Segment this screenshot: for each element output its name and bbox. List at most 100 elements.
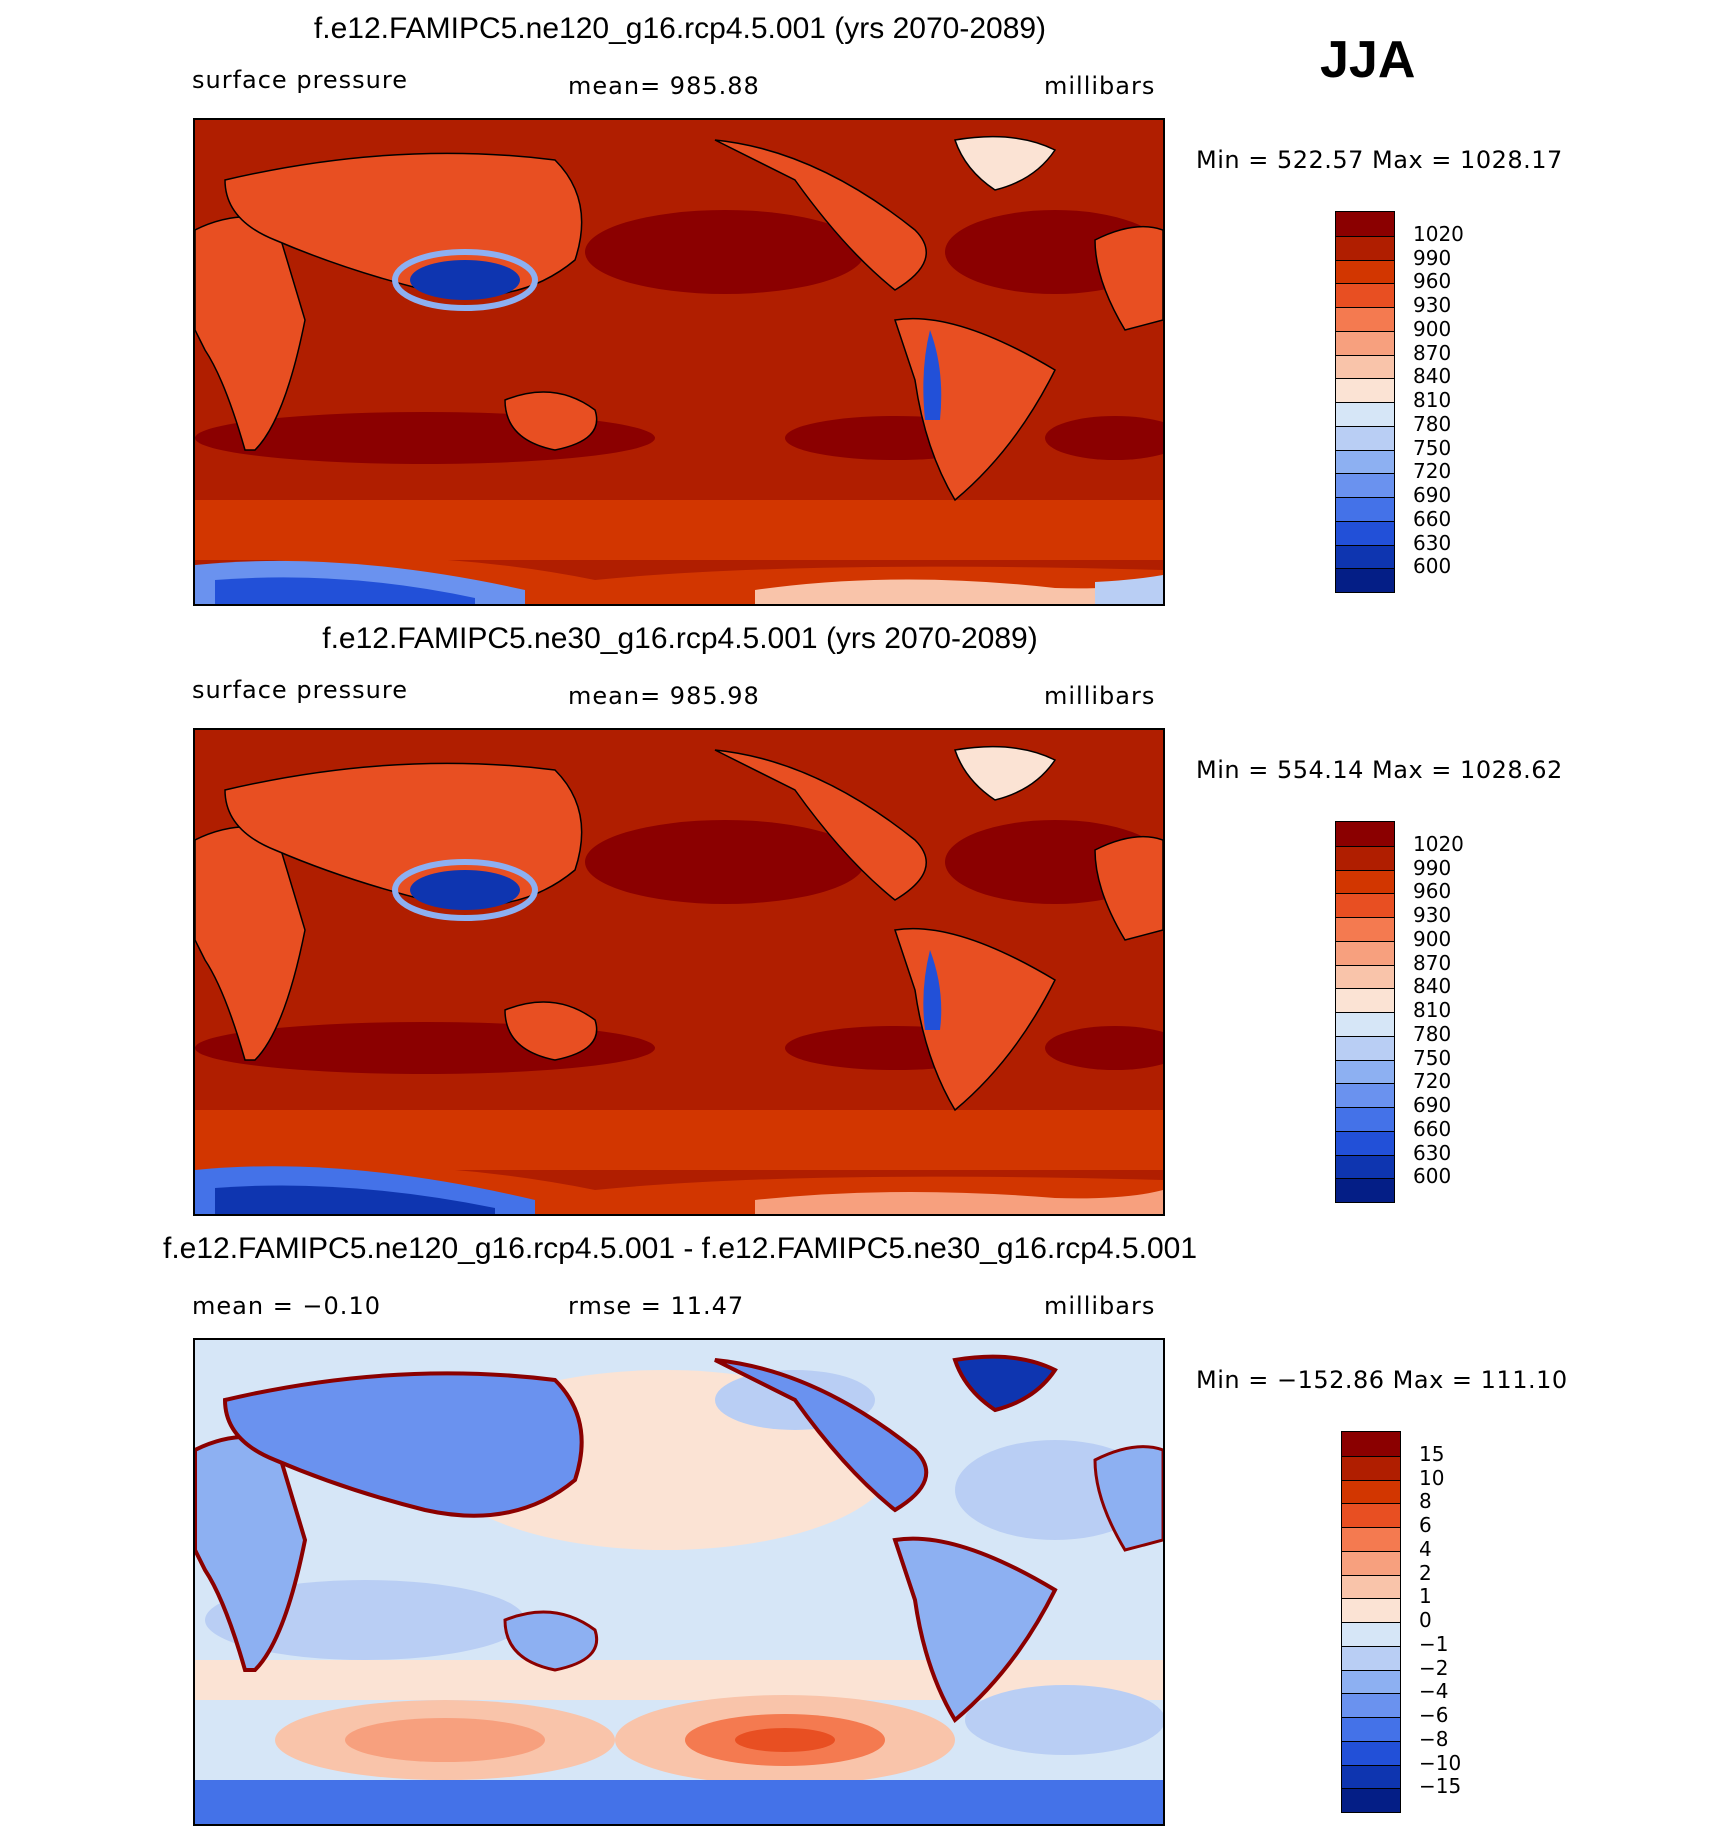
mean-label: mean = −0.10: [192, 1292, 381, 1320]
colorbar-tick-label: 960: [1413, 879, 1452, 904]
variable-label: surface pressure: [192, 66, 408, 94]
colorbar-segment: [1336, 1083, 1394, 1107]
mean-label: mean= 985.88: [568, 72, 760, 100]
colorbar-tick-label: 720: [1413, 459, 1452, 484]
panel-title: f.e12.FAMIPC5.ne120_g16.rcp4.5.001 - f.e…: [162, 1232, 1198, 1265]
colorbar-tick-label: −4: [1419, 1679, 1449, 1704]
mean-label: mean= 985.98: [568, 682, 760, 710]
units-label: millibars: [1044, 72, 1156, 100]
colorbar-segment: [1336, 449, 1394, 474]
colorbar-segment: [1342, 1503, 1400, 1527]
colorbar-segment: [1336, 1012, 1394, 1036]
map-ne30: [193, 728, 1165, 1216]
colorbar-segment: [1336, 354, 1394, 379]
colorbar-segment: [1342, 1527, 1400, 1551]
colorbar-segment: [1336, 235, 1394, 260]
colorbar-tick-label: 870: [1413, 340, 1452, 365]
map-field: [195, 1340, 1163, 1824]
colorbar-tick-label: 750: [1413, 1045, 1452, 1070]
colorbar-tick-label: −10: [1419, 1750, 1462, 1775]
season-label: JJA: [1320, 31, 1416, 89]
colorbar-segment: [1336, 822, 1394, 846]
colorbar-segment: [1336, 212, 1394, 236]
colorbar-segment: [1336, 473, 1394, 497]
map-ne120: [193, 118, 1165, 606]
colorbar-segment: [1342, 1645, 1400, 1670]
colorbar-tick-label: 690: [1413, 1093, 1452, 1117]
colorbar-tick-label: 660: [1413, 506, 1452, 531]
colorbar-tick-label: 810: [1413, 998, 1452, 1022]
colorbar-tick-label: 930: [1413, 903, 1452, 927]
colorbar-tick-label: 690: [1413, 483, 1452, 507]
rmse-label: rmse = 11.47: [568, 1292, 745, 1320]
colorbar-segment: [1342, 1764, 1400, 1789]
colorbar-tick-label: 15: [1419, 1441, 1445, 1466]
colorbar-tick-label: −8: [1419, 1726, 1449, 1751]
colorbar-tick-label: 900: [1413, 926, 1452, 951]
colorbar-segment: [1342, 1550, 1400, 1575]
colorbar-segment: [1342, 1788, 1400, 1812]
panel-title: f.e12.FAMIPC5.ne30_g16.rcp4.5.001 (yrs 2…: [322, 622, 1038, 655]
colorbar: [1335, 211, 1395, 593]
min-max-label: Min = −152.86 Max = 111.10: [1196, 1366, 1568, 1394]
colorbar-segment: [1336, 1154, 1394, 1179]
min-max-label: Min = 554.14 Max = 1028.62: [1196, 756, 1563, 784]
colorbar-tick-label: 660: [1413, 1116, 1452, 1141]
colorbar-segment: [1336, 1178, 1394, 1202]
colorbar-segment: [1336, 520, 1394, 545]
colorbar-segment: [1342, 1669, 1400, 1694]
colorbar-segment: [1342, 1479, 1400, 1504]
units-label: millibars: [1044, 1292, 1156, 1320]
colorbar-tick-label: 900: [1413, 316, 1452, 341]
colorbar-tick-label: 1: [1419, 1584, 1432, 1609]
colorbar-tick-label: −2: [1419, 1655, 1449, 1680]
units-label: millibars: [1044, 682, 1156, 710]
map-field: [195, 730, 1163, 1214]
colorbar-tick-label: 750: [1413, 435, 1452, 460]
colorbar-tick-label: 10: [1419, 1465, 1445, 1490]
map-difference: [193, 1338, 1165, 1826]
colorbar-tick-label: −6: [1419, 1703, 1449, 1727]
colorbar-segment: [1336, 330, 1394, 355]
colorbar: [1335, 821, 1395, 1203]
colorbar-tick-label: 780: [1413, 1021, 1452, 1046]
colorbar-tick-label: 720: [1413, 1069, 1452, 1094]
colorbar-tick-label: 6: [1419, 1513, 1432, 1537]
colorbar-tick-label: 840: [1413, 974, 1452, 999]
colorbar-tick-label: 600: [1413, 1164, 1452, 1189]
colorbar-segment: [1336, 425, 1394, 450]
colorbar-tick-label: 4: [1419, 1536, 1432, 1561]
colorbar-segment: [1342, 1622, 1400, 1646]
colorbar-segment: [1336, 988, 1394, 1012]
map-field: [195, 120, 1163, 604]
colorbar-tick-label: −1: [1419, 1631, 1449, 1656]
colorbar-segment: [1336, 307, 1394, 331]
colorbar-tick-label: 990: [1413, 855, 1452, 880]
colorbar-segment: [1336, 964, 1394, 989]
colorbar-tick-label: 960: [1413, 269, 1452, 294]
colorbar-segment: [1342, 1598, 1400, 1622]
colorbar-segment: [1342, 1717, 1400, 1741]
colorbar-segment: [1342, 1740, 1400, 1765]
colorbar-segment: [1336, 1035, 1394, 1060]
colorbar-segment: [1336, 402, 1394, 426]
panel-title: f.e12.FAMIPC5.ne120_g16.rcp4.5.001 (yrs …: [313, 12, 1047, 45]
colorbar-segment: [1336, 940, 1394, 965]
colorbar-tick-label: 930: [1413, 293, 1452, 317]
colorbar-tick-label: 810: [1413, 388, 1452, 412]
colorbar-tick-label: 600: [1413, 554, 1452, 579]
colorbar-tick-label: 780: [1413, 411, 1452, 436]
colorbar: [1341, 1431, 1401, 1813]
colorbar-segment: [1336, 497, 1394, 521]
colorbar-tick-label: 630: [1413, 1140, 1452, 1165]
colorbar-tick-label: 0: [1419, 1608, 1432, 1632]
colorbar-segment: [1336, 568, 1394, 592]
colorbar-tick-label: 990: [1413, 245, 1452, 270]
colorbar-segment: [1342, 1574, 1400, 1599]
colorbar-segment: [1336, 845, 1394, 870]
colorbar-tick-label: 870: [1413, 950, 1452, 975]
colorbar-segment: [1342, 1455, 1400, 1480]
colorbar-segment: [1336, 893, 1394, 917]
colorbar-tick-label: 630: [1413, 530, 1452, 555]
colorbar-tick-label: −15: [1419, 1774, 1462, 1799]
